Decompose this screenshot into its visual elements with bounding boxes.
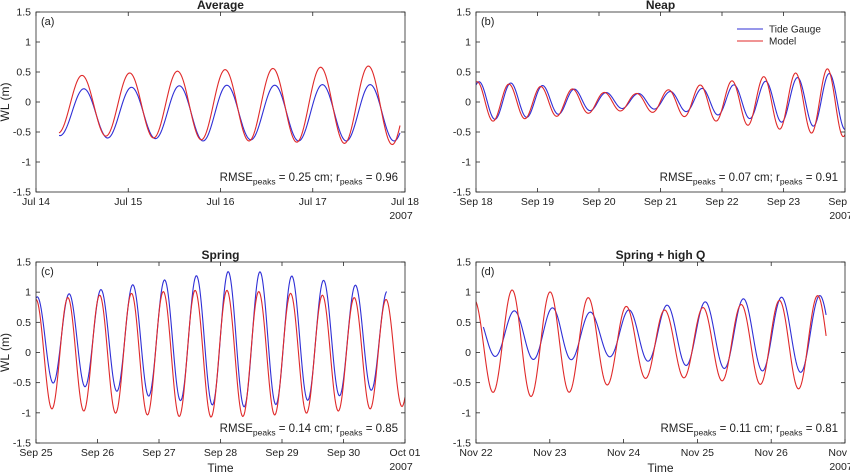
x-tick-label: Sep 19 [521, 196, 554, 208]
x-tick-label: Sep 21 [644, 196, 677, 208]
x-tick-label: Nov 26 [755, 447, 788, 459]
y-tick-label: 1 [465, 287, 471, 299]
rmse-annotation: RMSEpeaks = 0.11 cm; rpeaks = 0.81 [661, 423, 839, 438]
panel-c: -1.5 -1 -0.5 0 0.5 1 1.5 Sep 25 Sep 26 Sep 27 Sep … [0, 248, 421, 473]
x-tick-label: Nov 23 [533, 447, 566, 459]
y-tick-label: -1 [22, 157, 31, 169]
year-label: 2007 [389, 210, 413, 222]
x-tick-label: Sep 18 [459, 196, 492, 208]
x-tick-label: Nov 25 [681, 447, 714, 459]
series-line-model [476, 289, 827, 398]
chart-title: Neap [646, 0, 675, 12]
chart-title: Spring + high Q [616, 248, 706, 262]
y-tick-label: -0.5 [13, 377, 31, 389]
y-tick-label: 0 [25, 97, 31, 109]
y-tick-label: -1 [462, 407, 471, 419]
x-tick-label: Sep 23 [767, 196, 800, 208]
panel-label: (c) [41, 266, 54, 278]
legend-entry: Tide Gauge [769, 25, 821, 36]
y-tick-label: 0.5 [16, 67, 31, 79]
year-label: 2007 [389, 461, 413, 473]
chart-title: Average [197, 0, 244, 12]
x-tick-label: Jul 16 [206, 196, 234, 208]
y-tick-label: -1 [462, 157, 471, 169]
y-tick-label: 1.5 [16, 257, 31, 269]
x-tick-label: Sep 24 [828, 196, 850, 208]
rmse-annotation: RMSEpeaks = 0.14 cm; rpeaks = 0.85 [220, 423, 398, 438]
x-tick-label: Nov 22 [459, 447, 492, 459]
y-tick-label: 1 [465, 37, 471, 49]
y-tick-label: -1 [22, 407, 31, 419]
series-line-model [36, 289, 405, 418]
legend-entry: Model [769, 37, 796, 48]
y-tick-label: 0.5 [456, 317, 471, 329]
y-tick-label: 1.5 [456, 7, 471, 19]
x-tick-label: Sep 29 [265, 447, 298, 459]
x-tick-label: Sep 28 [204, 447, 237, 459]
y-tick-label: -0.5 [453, 127, 471, 139]
x-tick-label: Jul 17 [299, 196, 327, 208]
x-tick-label: Jul 18 [391, 196, 419, 208]
y-tick-label: 0 [465, 347, 471, 359]
series-line-model [58, 65, 401, 146]
panel-label: (b) [481, 16, 494, 28]
x-tick-label: Sep 26 [81, 447, 114, 459]
x-tick-label: Sep 27 [142, 447, 175, 459]
y-tick-label: 1.5 [456, 257, 471, 269]
y-tick-label: 0 [465, 97, 471, 109]
y-tick-label: 0.5 [16, 317, 31, 329]
year-label: 2007 [829, 461, 850, 473]
panel-label: (d) [481, 266, 494, 278]
panel-label: (a) [41, 16, 54, 28]
panel-d: -1.5 -1 -0.5 0 0.5 1 1.5 Nov 22 Nov 23 Nov 24 Nov … [453, 248, 850, 473]
x-tick-label: Oct 01 [390, 447, 421, 459]
x-tick-label: Sep 22 [705, 196, 738, 208]
y-tick-label: -1.5 [453, 438, 471, 450]
x-tick-label: Jul 15 [114, 196, 142, 208]
series-line-tide-gauge [482, 294, 827, 373]
y-tick-label: -1.5 [453, 187, 471, 199]
x-axis-label: Time [207, 461, 234, 473]
x-tick-label: Sep 30 [327, 447, 360, 459]
panel-b: -1.5 -1 -0.5 0 0.5 1 1.5 Sep 18 Sep 19 Sep 20 Sep … [453, 0, 850, 222]
y-tick-label: -0.5 [453, 377, 471, 389]
rmse-annotation: RMSEpeaks = 0.25 cm; rpeaks = 0.96 [220, 172, 398, 187]
x-tick-label: Jul 14 [22, 196, 50, 208]
y-tick-label: -1.5 [13, 438, 31, 450]
x-tick-label: Nov 27 [828, 447, 850, 459]
y-axis-label: WL (m) [0, 83, 12, 122]
rmse-annotation: RMSEpeaks = 0.07 cm; rpeaks = 0.91 [660, 172, 838, 187]
y-tick-label: 1 [25, 37, 31, 49]
y-tick-label: 0 [25, 347, 31, 359]
year-label: 2007 [829, 210, 850, 222]
y-tick-label: 1 [25, 287, 31, 299]
x-tick-label: Sep 25 [19, 447, 52, 459]
y-tick-label: -0.5 [13, 127, 31, 139]
x-tick-label: Nov 24 [607, 447, 640, 459]
series-line-tide-gauge [58, 84, 401, 142]
x-axis-label: Time [647, 461, 674, 473]
chart-title: Spring [202, 248, 240, 262]
y-tick-label: -1.5 [13, 187, 31, 199]
plot-frame [35, 11, 406, 193]
x-tick-label: Sep 20 [582, 196, 615, 208]
panel-a: -1.5 -1 -0.5 0 0.5 1 1.5 Jul 14 Jul 15 Jul 16 Jul … [0, 0, 419, 222]
y-tick-label: 0.5 [456, 67, 471, 79]
y-axis-label: WL (m) [0, 333, 12, 372]
y-tick-label: 1.5 [16, 7, 31, 19]
series-line-model [476, 68, 845, 138]
legend-box [733, 20, 839, 50]
